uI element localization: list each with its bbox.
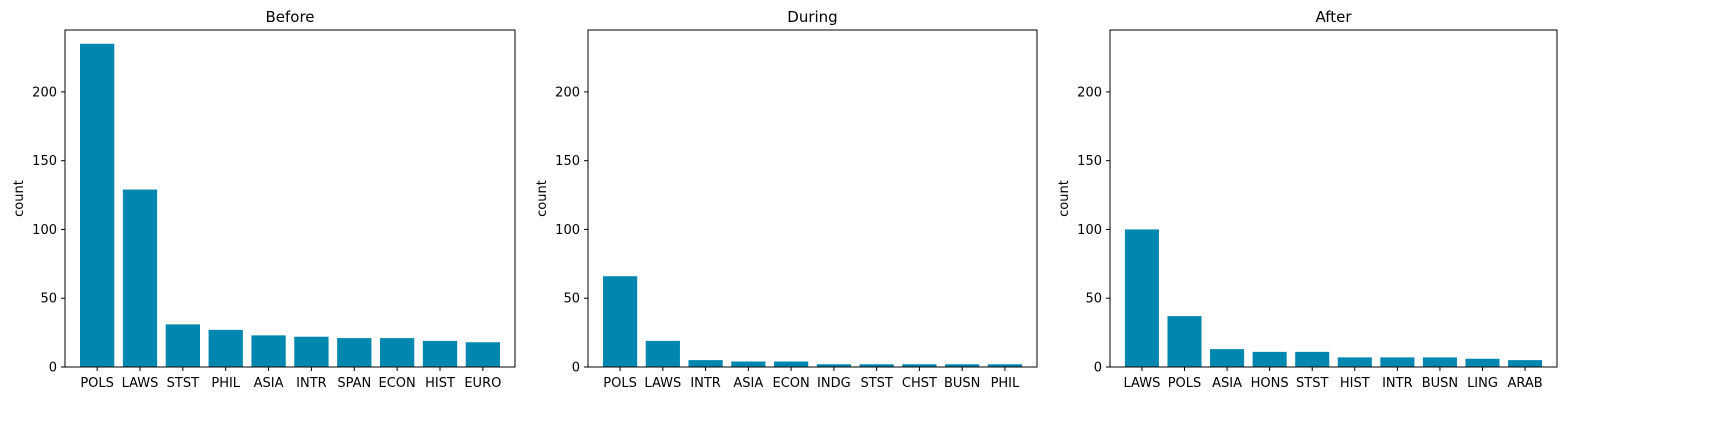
chart-3-ytick-label: 0 (1094, 361, 1102, 376)
chart-1-ytick-label: 200 (32, 85, 57, 100)
chart-1-xtick-label: PHIL (211, 376, 240, 391)
chart-3-title: After (1315, 8, 1352, 26)
chart-2-bar-stst (859, 364, 894, 367)
chart-1-bar-span (337, 338, 372, 367)
chart-1-bar-laws (122, 189, 158, 367)
chart-2-xtick-label: LAWS (644, 376, 681, 391)
chart-1-ytick-label: 150 (32, 154, 57, 169)
chart-2-xtick-label: CHST (902, 376, 937, 391)
chart-2-xtick-label: ASIA (733, 376, 763, 391)
chart-2-bar-indg (816, 364, 851, 367)
chart-1-xtick-label: POLS (80, 376, 114, 391)
chart-2-panel: 0 50 100 150 200 POLS LAWS INTR ASIA ECON INDG STST… (535, 8, 1038, 391)
chart-1-xtick-label: ASIA (254, 376, 284, 391)
chart-1-title: Before (265, 8, 314, 26)
chart-3-xtick-label: HONS (1251, 376, 1289, 391)
chart-2-bar-phil (987, 364, 1023, 367)
chart-1-bar-phil (208, 329, 243, 367)
chart-3-ytick-label: 50 (1085, 292, 1102, 307)
chart-2-ytick-label: 100 (555, 223, 580, 238)
chart-3-xtick-label: HIST (1340, 376, 1370, 391)
chart-3-bar-busn (1422, 357, 1457, 367)
chart-1-axes-frame (64, 29, 516, 368)
chart-3-xtick-label: ARAB (1507, 376, 1542, 391)
chart-2-bar-intr (688, 360, 723, 367)
chart-3-bar-hons (1252, 351, 1287, 367)
chart-1-xtick-label: STST (167, 376, 199, 391)
chart-2-xtick-label: INDG (817, 376, 851, 391)
chart-1-xtick-label: SPAN (337, 376, 371, 391)
chart-3-xtick-label: LAWS (1124, 376, 1161, 391)
chart-1-ytick-label: 100 (32, 223, 57, 238)
chart-1-bar-intr (294, 336, 329, 367)
chart-3-bar-asia (1210, 349, 1245, 367)
chart-2-ytick-label: 50 (563, 292, 580, 307)
chart-2-bar-busn (945, 364, 980, 367)
chart-3-xtick-label: BUSN (1422, 376, 1458, 391)
chart-1-xtick-label: HIST (425, 376, 455, 391)
chart-3-ytick-label: 200 (1077, 85, 1102, 100)
chart-3-bar-laws (1124, 229, 1159, 367)
chart-3-bar-pols (1167, 316, 1202, 367)
chart-3-bar-ling (1465, 358, 1500, 367)
chart-1-bar-asia (251, 335, 286, 367)
chart-3-xtick-label: POLS (1168, 376, 1202, 391)
chart-2-bar-chst (902, 364, 937, 367)
chart-3-xtick-label: LING (1467, 376, 1498, 391)
chart-3-ylabel: count (1057, 180, 1072, 217)
chart-1-ylabel: count (12, 180, 27, 217)
chart-1-bar-pols (80, 43, 115, 367)
chart-2-ytick-label: 150 (555, 154, 580, 169)
chart-3-bar-stst (1295, 351, 1330, 367)
chart-1-panel: 0 50 100 150 200 POLS LAWS STST PHIL ASIA INTR SPAN… (12, 8, 516, 391)
chart-3-bar-intr (1380, 357, 1415, 367)
chart-3-xtick-label: STST (1296, 376, 1328, 391)
chart-2-axes-frame (587, 29, 1038, 368)
chart-1-xtick-label: INTR (296, 376, 327, 391)
chart-3-bar-hist (1337, 357, 1372, 367)
chart-2-xtick-label: INTR (690, 376, 721, 391)
chart-2-xtick-label: POLS (603, 376, 637, 391)
chart-3-axes-frame (1109, 29, 1558, 368)
chart-3-bar-arab (1508, 360, 1543, 367)
chart-3-ytick-label: 150 (1077, 154, 1102, 169)
chart-1-bar-hist (422, 340, 458, 367)
chart-2-ytick-label: 0 (572, 361, 580, 376)
chart-2-title: During (787, 8, 837, 26)
chart-3-xtick-label: ASIA (1212, 376, 1242, 391)
chart-3-xtick-label: INTR (1382, 376, 1413, 391)
chart-2-bar-econ (774, 361, 809, 367)
chart-1-xtick-label: LAWS (122, 376, 159, 391)
chart-3-panel: 0 50 100 150 200 LAWS POLS ASIA HONS STST HIST INTR… (1057, 8, 1558, 391)
chart-2-bar-pols (602, 276, 638, 367)
chart-1-xtick-label: EURO (464, 376, 501, 391)
chart-2-bar-laws (645, 340, 680, 367)
chart-2-ylabel: count (535, 180, 550, 217)
chart-2-xtick-label: BUSN (944, 376, 980, 391)
chart-1-ytick-label: 50 (40, 292, 57, 307)
chart-2-ytick-label: 200 (555, 85, 580, 100)
chart-2-xtick-label: PHIL (991, 376, 1020, 391)
chart-1-xtick-label: ECON (379, 376, 416, 391)
chart-3-ytick-label: 100 (1077, 223, 1102, 238)
chart-1-bar-stst (165, 324, 200, 367)
chart-1-bar-econ (380, 338, 415, 367)
chart-1-bar-euro (465, 342, 500, 367)
chart-2-bar-asia (731, 361, 766, 367)
chart-1-ytick-label: 0 (49, 361, 57, 376)
chart-2-xtick-label: ECON (772, 376, 809, 391)
chart-2-xtick-label: STST (860, 376, 892, 391)
